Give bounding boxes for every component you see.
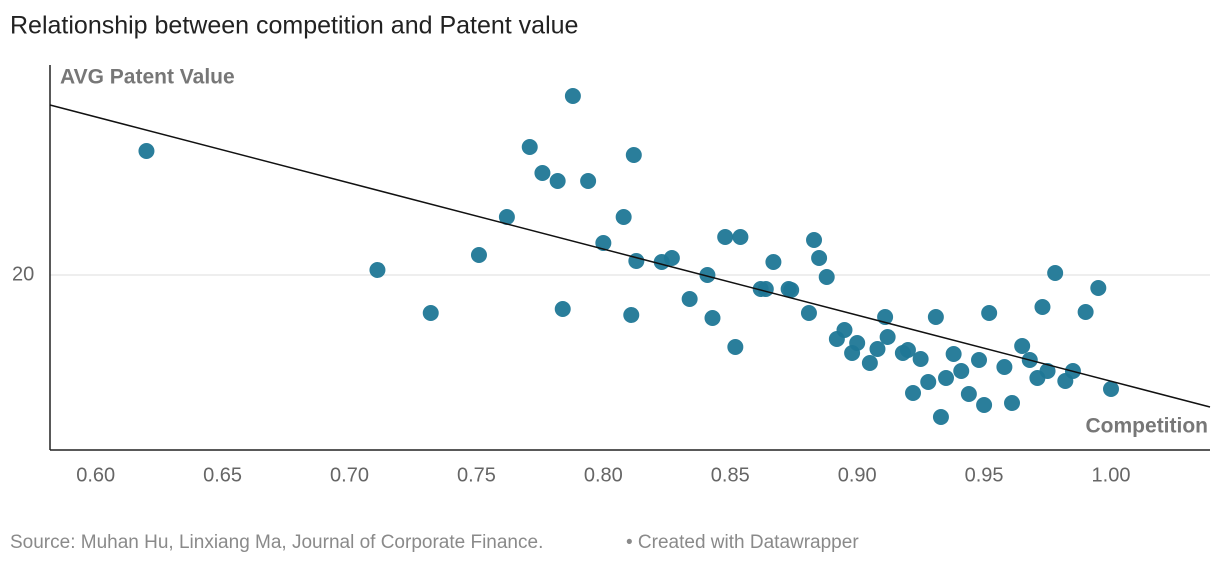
point: [625, 147, 642, 163]
point: [932, 409, 949, 425]
trend-line: [49, 104, 1211, 408]
point: [1034, 299, 1051, 315]
point: [996, 359, 1013, 375]
point: [498, 209, 515, 225]
point: [811, 250, 828, 266]
point: [912, 351, 929, 367]
point: [971, 352, 988, 368]
point: [1039, 363, 1056, 379]
point: [806, 232, 823, 248]
x-tick-label: 0.65: [203, 464, 242, 486]
point: [580, 173, 597, 189]
point: [861, 355, 878, 371]
point: [615, 209, 632, 225]
point: [765, 254, 782, 270]
point: [818, 269, 835, 285]
point: [879, 329, 896, 345]
point: [783, 282, 800, 298]
point: [732, 229, 749, 245]
point: [534, 165, 551, 181]
point: [595, 235, 612, 251]
x-tick-label: 0.95: [965, 464, 1004, 486]
x-tick-label: 1.00: [1092, 464, 1131, 486]
point: [704, 310, 721, 326]
y-tick-label: 20: [12, 263, 34, 285]
point: [422, 305, 439, 321]
point: [623, 307, 640, 323]
point: [521, 139, 538, 155]
point: [869, 341, 886, 357]
point: [1004, 395, 1021, 411]
point: [836, 322, 853, 338]
point: [1014, 338, 1031, 354]
point: [945, 346, 962, 362]
x-axis-label: Competition: [1086, 415, 1208, 438]
x-tick-label: 0.75: [457, 464, 496, 486]
point: [899, 342, 916, 358]
x-tick-label: 0.60: [76, 464, 115, 486]
point: [564, 88, 581, 104]
chart-title: Relationship between competition and Pat…: [10, 12, 578, 40]
point: [138, 143, 155, 159]
x-tick-label: 0.70: [330, 464, 369, 486]
point: [1077, 304, 1094, 320]
point: [699, 267, 716, 283]
point: [663, 250, 680, 266]
point: [470, 247, 487, 263]
point: [757, 281, 774, 297]
point: [554, 301, 571, 317]
point: [920, 374, 937, 390]
point: [717, 229, 734, 245]
point: [1047, 265, 1064, 281]
point: [849, 335, 866, 351]
point: [938, 370, 955, 386]
credit: • Created with Datawrapper: [626, 532, 859, 553]
point: [369, 262, 386, 278]
point: [953, 363, 970, 379]
point: [800, 305, 817, 321]
point: [681, 291, 698, 307]
point: [549, 173, 566, 189]
point: [927, 309, 944, 325]
x-tick-label: 0.80: [584, 464, 623, 486]
point: [1090, 280, 1107, 296]
point: [1103, 381, 1120, 397]
point: [960, 386, 977, 402]
x-tick-label: 0.85: [711, 464, 750, 486]
point: [976, 397, 993, 413]
source: Source: Muhan Hu, Linxiang Ma, Journal o…: [10, 532, 543, 553]
point: [628, 253, 645, 269]
point: [981, 305, 998, 321]
x-tick-label: 0.90: [838, 464, 877, 486]
point: [727, 339, 744, 355]
y-axis-label: AVG Patent Value: [60, 66, 235, 89]
point: [905, 385, 922, 401]
